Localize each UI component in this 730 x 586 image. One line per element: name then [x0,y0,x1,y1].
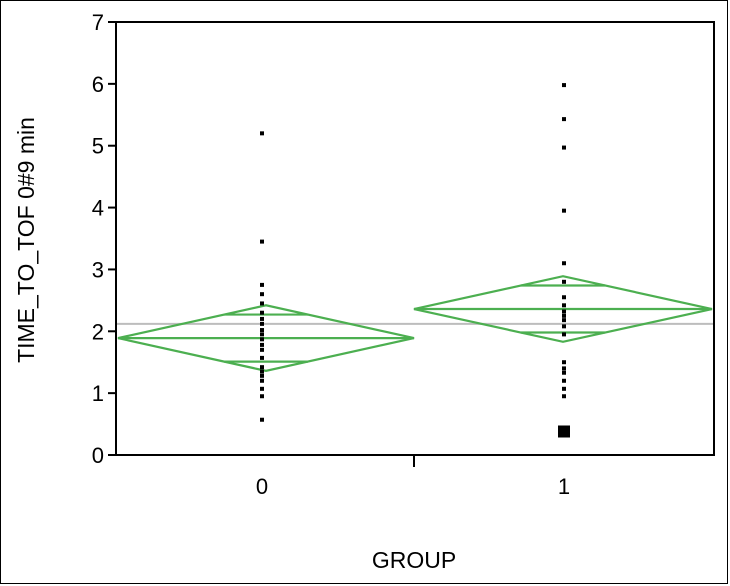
data-point-group-1[interactable] [562,318,566,323]
plot-border [115,21,715,456]
data-point-group-0[interactable] [260,328,264,333]
data-point-group-1[interactable] [562,309,566,314]
data-point-group-0[interactable] [260,131,264,136]
x-tick-label: 0 [256,474,268,499]
data-point-group-0[interactable] [260,373,264,378]
data-point-group-0[interactable] [260,332,264,337]
y-tick-label: 5 [92,134,104,159]
data-point-group-0[interactable] [260,316,264,321]
data-point-group-1[interactable] [562,332,566,337]
y-axis-title: TIME_TO_TOF 0#9 min [13,117,39,363]
data-point-group-1[interactable] [562,83,566,88]
data-point-group-1[interactable] [562,378,566,383]
data-point-group-1[interactable] [562,370,566,375]
data-point-group-1[interactable] [562,313,566,318]
data-point-group-0[interactable] [260,347,264,352]
y-tick-label: 7 [92,10,104,35]
data-point-group-1[interactable] [562,366,566,371]
data-point-group-1[interactable] [562,303,566,308]
data-point-group-1[interactable] [562,360,566,365]
data-point-group-1[interactable] [562,208,566,213]
data-point-group-1[interactable] [562,117,566,122]
data-point-group-1[interactable] [562,324,566,329]
data-point-group-1[interactable] [562,386,566,391]
data-point-group-1[interactable] [562,295,566,300]
x-axis-title: GROUP [372,547,456,573]
data-point-group-0[interactable] [260,417,264,422]
y-tick-label: 2 [92,319,104,344]
y-tick-label: 0 [92,443,104,468]
data-point-group-0[interactable] [260,282,264,287]
data-point-group-0[interactable] [260,378,264,383]
y-tick-label: 1 [92,381,104,406]
plot-area: 0 1 2 3 4 5 6 7 0 1 [92,10,715,499]
data-point-group-0[interactable] [260,394,264,399]
x-tick-label: 1 [558,474,570,499]
highlighted-point-group-1[interactable] [558,425,570,438]
data-point-group-0[interactable] [260,310,264,315]
data-point-group-1[interactable] [562,279,566,284]
data-point-group-0[interactable] [260,386,264,391]
y-tick-label: 4 [92,196,104,221]
data-point-group-1[interactable] [562,145,566,150]
data-point-group-0[interactable] [260,355,264,360]
data-point-group-0[interactable] [260,369,264,374]
data-point-group-0[interactable] [260,292,264,297]
data-point-group-0[interactable] [260,321,264,326]
data-point-group-1[interactable] [562,394,566,399]
data-point-group-0[interactable] [260,239,264,244]
y-tick-label: 3 [92,257,104,282]
y-tick-label: 6 [92,72,104,97]
data-point-group-1[interactable] [562,261,566,266]
data-point-group-0[interactable] [260,342,264,347]
data-point-group-0[interactable] [260,365,264,370]
data-point-group-0[interactable] [260,337,264,342]
data-point-group-0[interactable] [260,301,264,306]
